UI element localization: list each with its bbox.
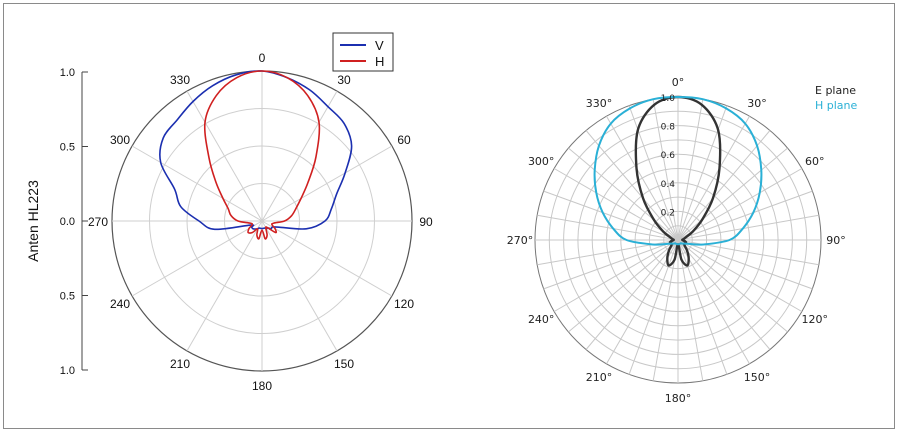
left-legend-box bbox=[332, 32, 394, 72]
series-line-v bbox=[159, 70, 353, 231]
left-legend: V H bbox=[332, 32, 394, 72]
left-spoke bbox=[261, 220, 393, 297]
left-angle-label: 240 bbox=[110, 297, 130, 311]
left-angle-label: 60 bbox=[397, 133, 411, 147]
left-spoke bbox=[131, 220, 263, 297]
left-angle-label: 150 bbox=[334, 357, 354, 371]
left-polar-grid bbox=[111, 70, 413, 372]
left-spoke bbox=[186, 90, 263, 222]
left-angle-label: 300 bbox=[110, 133, 130, 147]
left-spoke bbox=[261, 90, 338, 222]
left-spoke bbox=[261, 220, 338, 352]
left-angle-label: 0 bbox=[259, 51, 266, 65]
left-r-tick-label: 0.5 bbox=[60, 142, 75, 154]
left-r-tick-label: 1.0 bbox=[60, 67, 75, 79]
left-r-tick-label: 0.5 bbox=[60, 291, 75, 303]
left-r-tick-label: 0.0 bbox=[60, 216, 75, 228]
legend-label-v: V bbox=[375, 38, 384, 53]
left-spoke bbox=[186, 220, 263, 352]
left-angle-label: 330 bbox=[170, 73, 190, 87]
left-spoke bbox=[131, 145, 263, 222]
left-polar-series bbox=[159, 70, 353, 240]
left-spoke bbox=[261, 145, 393, 222]
left-angle-label: 270 bbox=[88, 215, 108, 229]
legend-label-h: H bbox=[375, 54, 384, 69]
left-angle-label: 120 bbox=[394, 297, 414, 311]
left-angle-label: 90 bbox=[419, 215, 433, 229]
series-line-h bbox=[203, 70, 321, 240]
left-angle-label: 210 bbox=[170, 357, 190, 371]
left-polar-labels: 0 30 60 90 120 150 180 210 240 270 300 330 bbox=[88, 51, 433, 393]
left-r-ticks: 1.0 0.5 0.0 0.5 1.0 bbox=[60, 67, 88, 377]
left-angle-label: 30 bbox=[337, 73, 351, 87]
left-angle-label: 180 bbox=[252, 379, 272, 393]
left-r-tick-label: 1.0 bbox=[60, 365, 75, 377]
left-r-axis-title: Anten HL223 bbox=[25, 180, 41, 262]
